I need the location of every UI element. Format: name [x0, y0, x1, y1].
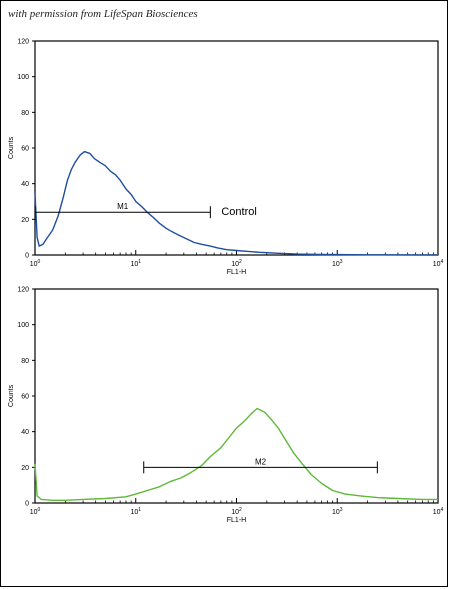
- panel-2-y-axis-label: Counts: [8, 384, 15, 407]
- panel-2-x-axis-label: FL1-H: [227, 517, 246, 524]
- panel-1-x-axis-label: FL1-H: [227, 269, 246, 276]
- panel-2-x-tick-label: 102: [231, 507, 242, 516]
- panel-1-y-tick-label: 0: [25, 253, 29, 260]
- panel-2-x-tick-label: 100: [30, 507, 41, 516]
- panel-1-x-tick-label: 100: [30, 259, 41, 268]
- credit-text: with permission from LifeSpan Bioscience…: [8, 8, 198, 20]
- panel-1-x-tick-label: 103: [332, 259, 343, 268]
- panel-2-x-tick-label: 104: [433, 507, 444, 516]
- panel-1-annotation: Control: [221, 206, 256, 218]
- panel-2-y-tick-label: 60: [21, 394, 29, 401]
- panel-1-y-tick-label: 60: [21, 146, 29, 153]
- panel-1-marker-label: M1: [117, 202, 129, 211]
- panel-1-y-tick-label: 120: [17, 39, 29, 46]
- panel-2-y-tick-label: 40: [21, 429, 29, 436]
- panel-2-x-tick-label: 101: [130, 507, 141, 516]
- panel-2-y-tick-label: 120: [17, 287, 29, 294]
- panel-2-y-tick-label: 20: [21, 465, 29, 472]
- panel-1-y-tick-label: 80: [21, 110, 29, 117]
- panel-1-histogram-line-1: [34, 150, 439, 256]
- panel-1-y-axis-label: Counts: [8, 136, 15, 159]
- panel-1-y-tick-label: 40: [21, 181, 29, 188]
- panel-2-y-tick-label: 100: [17, 322, 29, 329]
- panel-2-histogram-line-1: [34, 407, 438, 501]
- panel-1-y-tick-label: 20: [21, 217, 29, 224]
- panel-2-x-tick-label: 103: [332, 507, 343, 516]
- panel-2-y-tick-label: 80: [21, 358, 29, 365]
- panel-1-plot-frame: [34, 40, 439, 256]
- panel-1-y-tick-label: 100: [17, 74, 29, 81]
- panel-2-y-tick-label: 0: [25, 501, 29, 508]
- panel-1-x-tick-label: 104: [433, 259, 444, 268]
- panel-1-x-tick-label: 102: [231, 259, 242, 268]
- panel-1-x-tick-label: 101: [130, 259, 141, 268]
- panel-2-marker-label: M2: [255, 457, 267, 466]
